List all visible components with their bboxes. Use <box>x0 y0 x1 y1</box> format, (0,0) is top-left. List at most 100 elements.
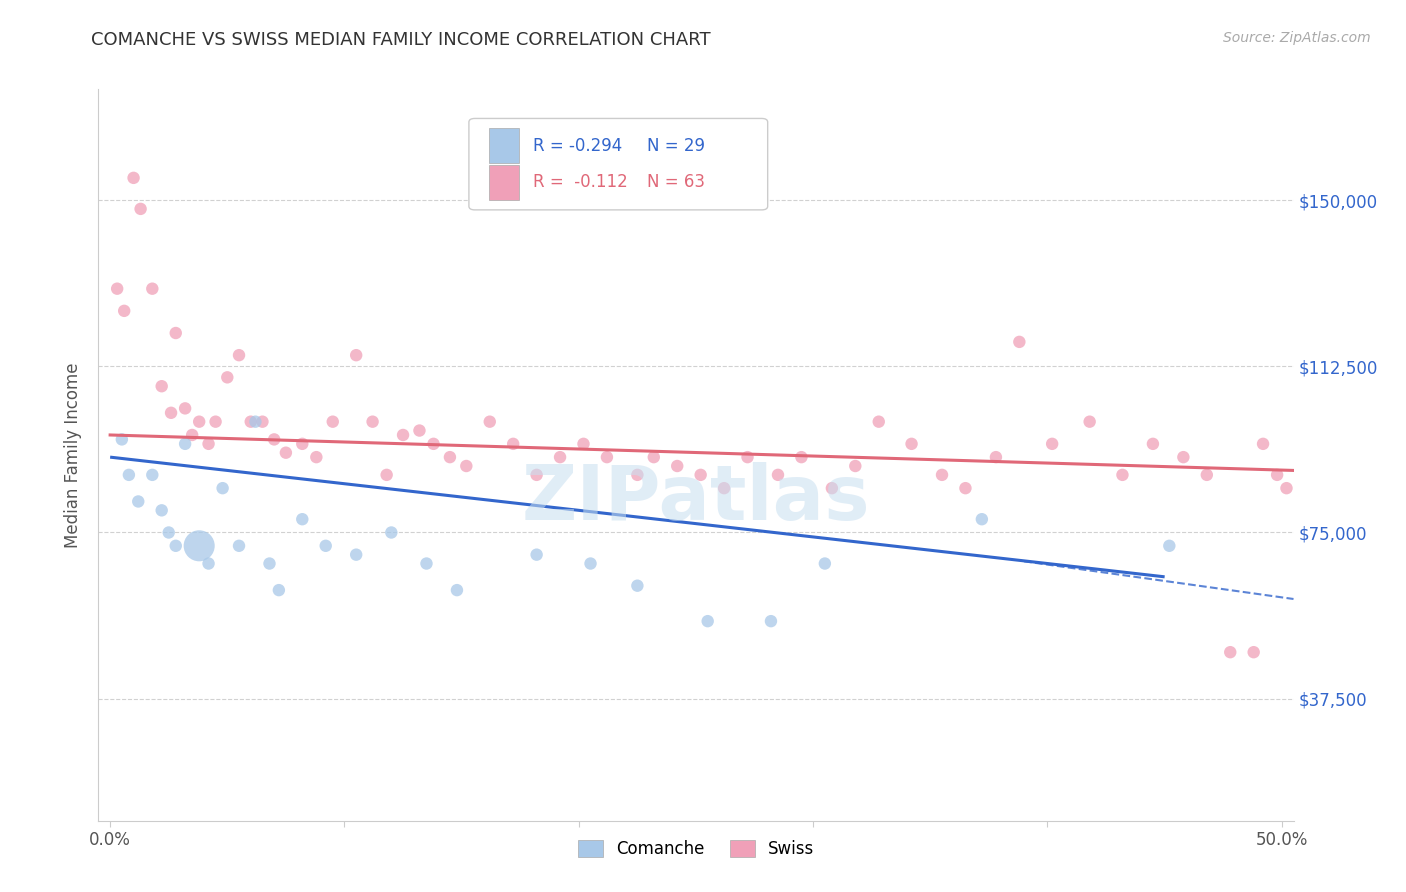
Point <box>160 406 183 420</box>
Point <box>1142 437 1164 451</box>
Point <box>259 557 281 571</box>
Point <box>141 467 163 482</box>
Point <box>814 557 837 571</box>
Point <box>263 433 285 447</box>
Point <box>1219 645 1241 659</box>
Point <box>197 437 219 451</box>
Point <box>361 415 384 429</box>
Point <box>1251 437 1274 451</box>
Point <box>790 450 813 464</box>
Point <box>984 450 1007 464</box>
Point <box>1173 450 1195 464</box>
Bar <box>489 164 519 200</box>
Point <box>118 467 141 482</box>
Point <box>666 458 689 473</box>
Point <box>1159 539 1181 553</box>
Point <box>267 583 290 598</box>
Point <box>315 539 337 553</box>
Point <box>165 539 187 553</box>
Point <box>596 450 619 464</box>
Point <box>900 437 922 451</box>
Point <box>392 428 415 442</box>
Point <box>1243 645 1265 659</box>
Point <box>105 282 128 296</box>
Point <box>415 557 437 571</box>
Point <box>868 415 890 429</box>
Point <box>955 481 977 495</box>
Point <box>970 512 993 526</box>
Point <box>305 450 328 464</box>
Point <box>572 437 595 451</box>
Point <box>291 512 314 526</box>
Point <box>204 415 226 429</box>
Point <box>456 458 478 473</box>
Point <box>344 548 367 562</box>
Point <box>1111 467 1133 482</box>
Point <box>129 202 152 216</box>
Text: COMANCHE VS SWISS MEDIAN FAMILY INCOME CORRELATION CHART: COMANCHE VS SWISS MEDIAN FAMILY INCOME C… <box>91 31 711 49</box>
Point <box>344 348 367 362</box>
Point <box>821 481 844 495</box>
Point <box>150 503 173 517</box>
Point <box>526 467 548 482</box>
Text: R = -0.294: R = -0.294 <box>533 136 623 154</box>
Point <box>478 415 501 429</box>
Text: N = 29: N = 29 <box>647 136 704 154</box>
Legend: Comanche, Swiss: Comanche, Swiss <box>571 833 821 865</box>
Text: R =  -0.112: R = -0.112 <box>533 173 628 191</box>
Point <box>141 282 163 296</box>
Point <box>157 525 180 540</box>
Text: N = 63: N = 63 <box>647 173 704 191</box>
Point <box>696 614 718 628</box>
Point <box>931 467 953 482</box>
Point <box>239 415 262 429</box>
Text: Source: ZipAtlas.com: Source: ZipAtlas.com <box>1223 31 1371 45</box>
Point <box>579 557 602 571</box>
Point <box>188 415 211 429</box>
Point <box>291 437 314 451</box>
Point <box>439 450 461 464</box>
Point <box>1008 334 1031 349</box>
Point <box>217 370 239 384</box>
Point <box>548 450 571 464</box>
Point <box>1195 467 1218 482</box>
Point <box>127 494 149 508</box>
Point <box>446 583 468 598</box>
Point <box>844 458 866 473</box>
Bar <box>489 128 519 163</box>
Point <box>197 557 219 571</box>
Point <box>174 437 197 451</box>
Point <box>228 348 250 362</box>
Y-axis label: Median Family Income: Median Family Income <box>65 362 83 548</box>
Point <box>322 415 344 429</box>
Point <box>165 326 187 340</box>
Point <box>111 433 134 447</box>
FancyBboxPatch shape <box>470 119 768 210</box>
Point <box>643 450 665 464</box>
Point <box>626 467 648 482</box>
Point <box>1078 415 1101 429</box>
Point <box>188 539 211 553</box>
Text: ZIPatlas: ZIPatlas <box>522 462 870 536</box>
Point <box>380 525 402 540</box>
Point <box>150 379 173 393</box>
Point <box>502 437 524 451</box>
Point <box>245 415 267 429</box>
Point <box>713 481 735 495</box>
Point <box>181 428 204 442</box>
Point <box>626 579 648 593</box>
Point <box>526 548 548 562</box>
Point <box>408 424 430 438</box>
Point <box>759 614 782 628</box>
Point <box>274 446 297 460</box>
Point <box>1040 437 1063 451</box>
Point <box>252 415 274 429</box>
Point <box>737 450 759 464</box>
Point <box>1275 481 1298 495</box>
Point <box>122 170 145 185</box>
Point <box>766 467 789 482</box>
Point <box>228 539 250 553</box>
Point <box>1265 467 1288 482</box>
Point <box>689 467 711 482</box>
Point <box>422 437 444 451</box>
